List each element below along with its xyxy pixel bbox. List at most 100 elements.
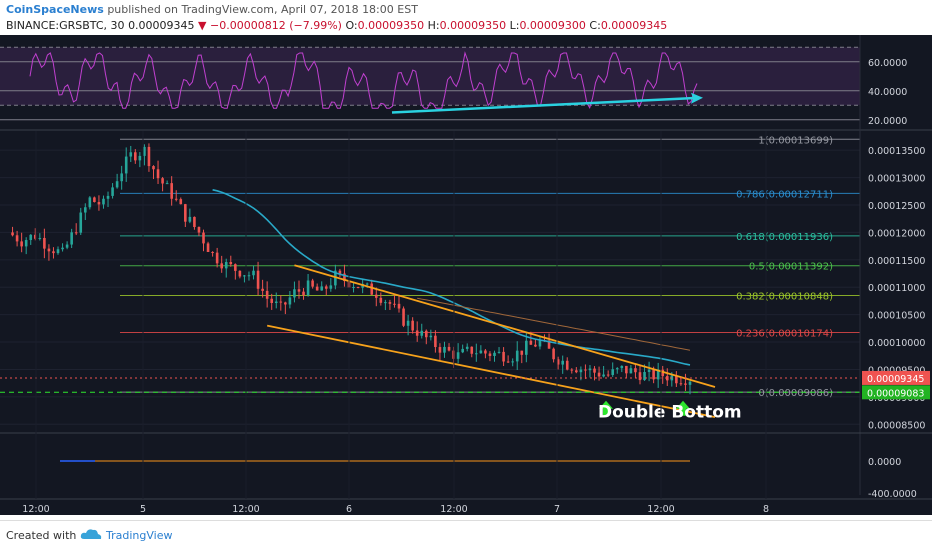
candle-body (320, 286, 324, 291)
price-tick-label: 0.00010500 (868, 311, 925, 322)
candle-body (352, 286, 355, 288)
candle-body (156, 169, 160, 179)
candle-body (643, 371, 646, 381)
candle-body (556, 359, 560, 365)
candle-body (61, 247, 64, 250)
fib-level-label: 0.236(0.00010174) (736, 328, 833, 339)
footer: Created with TradingView (0, 520, 932, 551)
candle-body (106, 195, 110, 199)
candle-body (665, 376, 669, 381)
candle-body (111, 187, 114, 196)
candle-body (370, 283, 374, 295)
wedge-lower-line (266, 324, 716, 419)
candle-body (270, 298, 274, 303)
candle-body (438, 347, 442, 353)
candle-body (29, 234, 33, 241)
candle-body (456, 352, 460, 359)
fib-level-label: 0.382(0.00010848) (736, 292, 833, 303)
candle-body (534, 344, 537, 347)
chart-area[interactable]: 60.0000 40.0000 20.0000 1(0.00013699) 0.786… (0, 35, 932, 515)
tradingview-link[interactable]: TradingView (106, 529, 173, 542)
candle-body (93, 197, 96, 203)
candle-body (315, 286, 319, 291)
candle-body (220, 263, 223, 269)
last-price-badge-text: 0.00009345 (867, 374, 924, 385)
lower-pane[interactable]: 0.0000 -400.0000 (0, 457, 932, 500)
candle-body (24, 240, 28, 247)
candle-body (461, 348, 464, 353)
candle-body (525, 340, 528, 355)
candle-body (493, 352, 496, 356)
symbol-label: BINANCE:GRSBTC, 30 (6, 19, 125, 32)
candle-body (43, 237, 46, 249)
price-tick-label: 0.00011500 (868, 256, 925, 267)
close-label: C: (589, 19, 601, 32)
candle-body (475, 353, 478, 355)
candle-body (215, 252, 219, 264)
candle-body (484, 350, 487, 354)
low-label: L: (509, 19, 520, 32)
candle-body (565, 360, 569, 370)
candle-body (675, 375, 678, 384)
candle-body (506, 361, 510, 363)
double-bottom-arrow-icon (599, 400, 613, 416)
published-text: published on TradingView.com, April 07, … (107, 3, 418, 16)
candle-body (579, 369, 583, 373)
candle-body (74, 232, 78, 234)
support-badge (862, 385, 930, 400)
candle-body (424, 330, 428, 338)
candle-body (552, 348, 555, 360)
candle-body (243, 275, 246, 277)
slow-moving-average-line (417, 297, 691, 351)
candle-body (420, 330, 424, 336)
time-axis[interactable]: 12:00 5 12:00 6 12:00 7 12:00 8 (22, 131, 769, 515)
candle-body (224, 262, 228, 269)
candle-body (520, 350, 524, 355)
candle-body (647, 369, 651, 372)
candle-body (397, 303, 401, 309)
candle-body (379, 297, 383, 303)
candle-body (615, 368, 619, 370)
candle-body (138, 155, 142, 161)
candle-body (293, 289, 296, 298)
publisher-name[interactable]: CoinSpaceNews (6, 3, 104, 16)
candle-body (561, 360, 564, 365)
candle-body (415, 330, 419, 336)
candle-body (297, 289, 301, 292)
candle-body (656, 369, 660, 380)
candle-body (374, 294, 378, 298)
candle-body (79, 212, 83, 233)
chart-background (0, 35, 932, 515)
candle-body (356, 286, 360, 288)
price-tick-label: 0.00012000 (868, 228, 925, 239)
open-label: O: (345, 19, 358, 32)
price-tick-label: 0.00013000 (868, 174, 925, 185)
candle-body (661, 369, 665, 377)
lower-tick-label: -400.0000 (868, 489, 917, 500)
candle-body (365, 283, 369, 285)
candle-body (179, 199, 183, 205)
candle-body (211, 252, 214, 254)
price-tick-label: 0.00013500 (868, 146, 925, 157)
candle-body (575, 370, 578, 373)
created-with-label: Created with (6, 529, 77, 542)
candle-body (279, 301, 283, 303)
candle-body (338, 270, 342, 274)
time-tick-label: 7 (554, 504, 560, 515)
price-pane[interactable]: 1(0.00013699) 0.786(0.00012711) 0.618(0.00… (0, 35, 932, 495)
candle-body (324, 286, 328, 289)
candle-body (70, 232, 73, 245)
candle-body (429, 335, 433, 338)
candle-body (629, 368, 633, 374)
candle-body (684, 383, 687, 385)
open-value: 0.00009350 (357, 19, 425, 32)
candle-body (638, 372, 642, 381)
lower-tick-label: 0.0000 (868, 457, 901, 468)
candle-body (143, 146, 146, 156)
rsi-pane[interactable]: 60.0000 40.0000 20.0000 (0, 46, 932, 131)
candle-body (611, 369, 615, 375)
candle-body (625, 365, 628, 374)
candle-body (402, 308, 405, 326)
candle-body (193, 216, 196, 228)
